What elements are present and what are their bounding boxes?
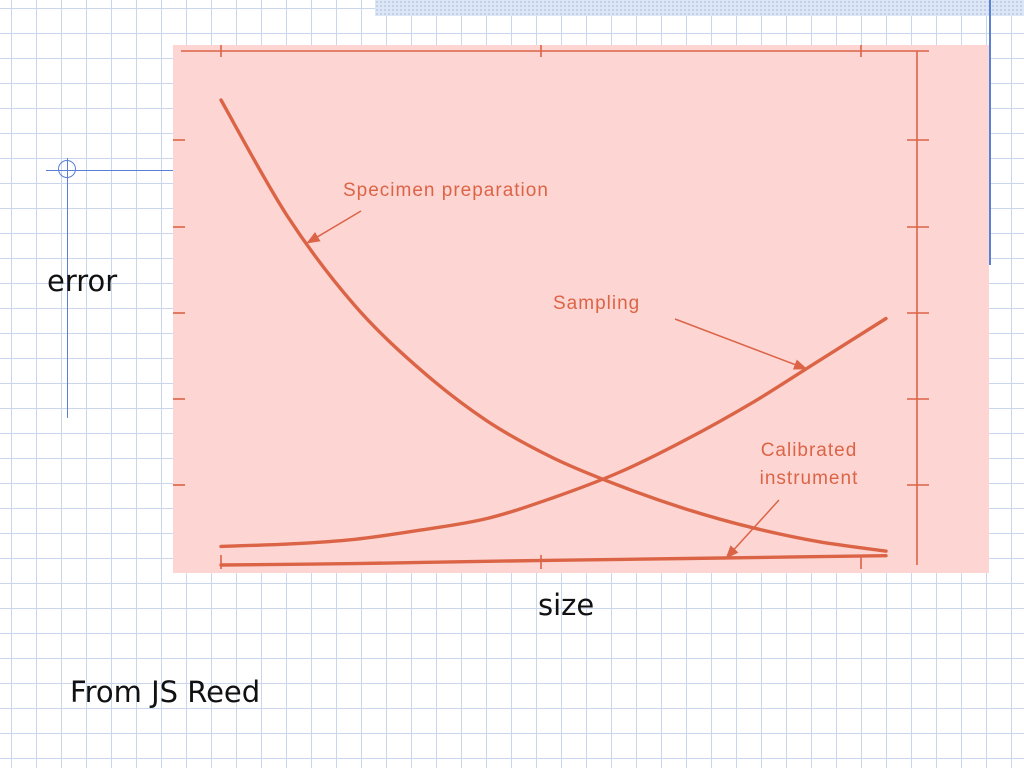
annotation-arrow-calibrated-instrument [725,499,780,559]
annotation-arrow-specimen-preparation [306,210,362,244]
decorative-left-vertical-line [67,158,68,418]
crosshair-circle-icon [58,160,76,178]
annotation-label-specimen-preparation: Specimen preparation [343,180,549,201]
plot-background [173,45,989,573]
decorative-vertical-line [989,0,991,265]
error-vs-size-chart: Specimen preparation Sampling Calibrated in… [173,45,989,573]
annotation-label-sampling: Sampling [553,293,640,314]
annotation-line-instrument: instrument [760,468,859,489]
annotation-line-sampling: Sampling [553,293,640,314]
y-axis-label: error [47,264,118,298]
decorative-horizontal-line [46,170,174,171]
annotation-label-calibrated-instrument: Calibrated instrument [760,440,859,489]
annotation-line-specimen-preparation: Specimen preparation [343,180,549,201]
annotation-arrow-sampling [674,318,808,370]
series-line-calibrated-instrument [219,554,888,567]
source-credit: From JS Reed [70,675,261,709]
x-axis-label: size [538,588,595,622]
annotation-line-calibrated: Calibrated [761,440,858,461]
series-line-sampling [219,316,888,549]
header-decorative-band [375,0,1024,16]
series-line-specimen-preparation [219,98,888,553]
